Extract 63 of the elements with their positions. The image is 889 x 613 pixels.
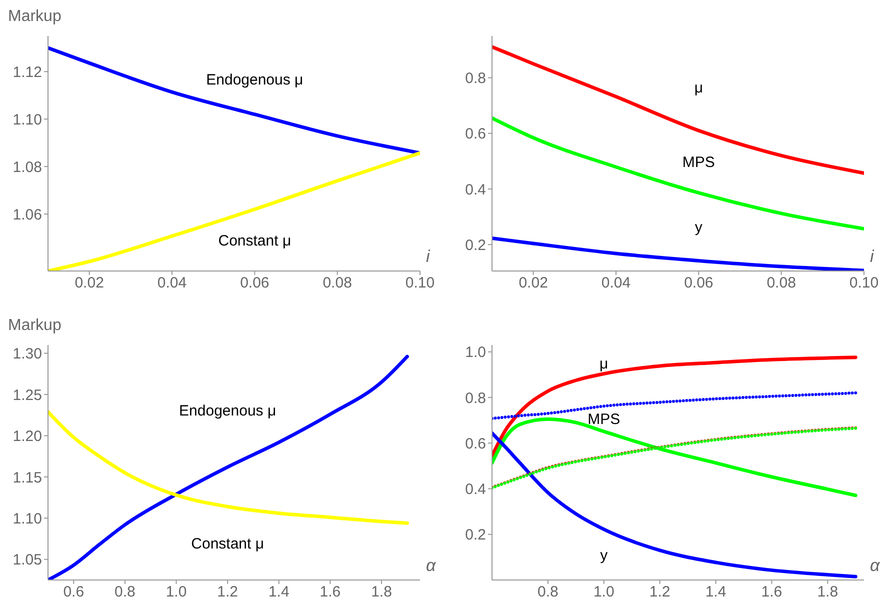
y-tick-label: 1.12: [12, 64, 42, 81]
x-tick-label: 0.04: [157, 274, 187, 292]
x-tick-label: 0.08: [766, 274, 796, 292]
x-tick-label: 1.8: [371, 584, 392, 601]
series-label: Constant μ: [218, 232, 292, 250]
x-tick-label: 0.8: [114, 584, 136, 601]
series-label: y: [600, 547, 608, 564]
y-axis-title: Markup: [8, 317, 62, 335]
y-tick-label: 1.20: [12, 428, 42, 446]
y-tick-label: 1.10: [12, 510, 42, 528]
series-label: Endogenous μ: [179, 402, 276, 420]
series-label: y: [694, 219, 703, 236]
x-tick-label: 0.02: [74, 274, 104, 292]
y-tick-label: 1.25: [12, 386, 42, 404]
x-tick-label: 0.02: [518, 274, 548, 292]
x-tick-label: 1.6: [761, 584, 782, 601]
series-label: MPS: [682, 154, 715, 172]
y-tick-label: 0.4: [465, 481, 486, 498]
y-tick-label: 0.2: [465, 236, 486, 254]
text: μ: [694, 80, 703, 97]
y-tick-label: 0.4: [465, 181, 486, 198]
x-axis-title: i: [870, 247, 874, 267]
y-tick-label: 0.2: [465, 526, 486, 544]
x-axis-title: α: [870, 556, 880, 576]
y-tick-label: 0.8: [465, 70, 486, 88]
series-label: MPS: [588, 411, 620, 428]
x-tick-label: 1.0: [593, 584, 614, 601]
x-tick-label: 1.0: [166, 584, 187, 601]
x-tick-label: 1.4: [268, 584, 290, 601]
x-tick-label: 0.6: [63, 584, 84, 601]
y-tick-label: 1.10: [12, 111, 42, 128]
x-tick-label: 0.10: [405, 274, 435, 292]
x-tick-label: 1.4: [705, 584, 726, 601]
x-axis-title: α: [426, 556, 436, 576]
x-tick-label: 0.10: [849, 274, 879, 292]
y-tick-label: 1.05: [12, 552, 42, 569]
y-tick-label: 0.6: [465, 435, 486, 452]
series-label: Constant μ: [191, 536, 264, 553]
y-tick-label: 1.0: [465, 344, 486, 362]
x-tick-label: 0.08: [322, 274, 352, 292]
x-axis-title: i: [426, 247, 430, 267]
x-tick-label: 0.8: [538, 584, 558, 601]
line-series: [492, 431, 858, 578]
x-tick-label: 0.06: [240, 274, 270, 292]
x-tick-label: 0.06: [684, 274, 714, 292]
series-label: Endogenous μ: [206, 71, 304, 88]
y-axis-title: Markup: [8, 8, 62, 26]
x-tick-label: 0.04: [601, 274, 631, 292]
series-label: μ: [600, 356, 608, 373]
x-tick-label: 1.6: [320, 584, 341, 601]
x-tick-label: 1.2: [217, 584, 238, 601]
y-tick-label: 1.15: [12, 469, 42, 486]
y-tick-label: 1.08: [12, 158, 42, 176]
y-tick-label: 0.6: [465, 126, 486, 143]
y-tick-label: 0.8: [465, 390, 486, 407]
line-series: [492, 356, 858, 458]
line-series: [48, 46, 420, 155]
y-tick-label: 1.30: [12, 346, 42, 363]
y-tick-label: 1.06: [12, 206, 42, 224]
x-tick-label: 1.2: [649, 584, 670, 601]
x-tick-label: 1.8: [817, 584, 838, 601]
line-series: [48, 354, 409, 580]
line-series: [492, 45, 864, 175]
